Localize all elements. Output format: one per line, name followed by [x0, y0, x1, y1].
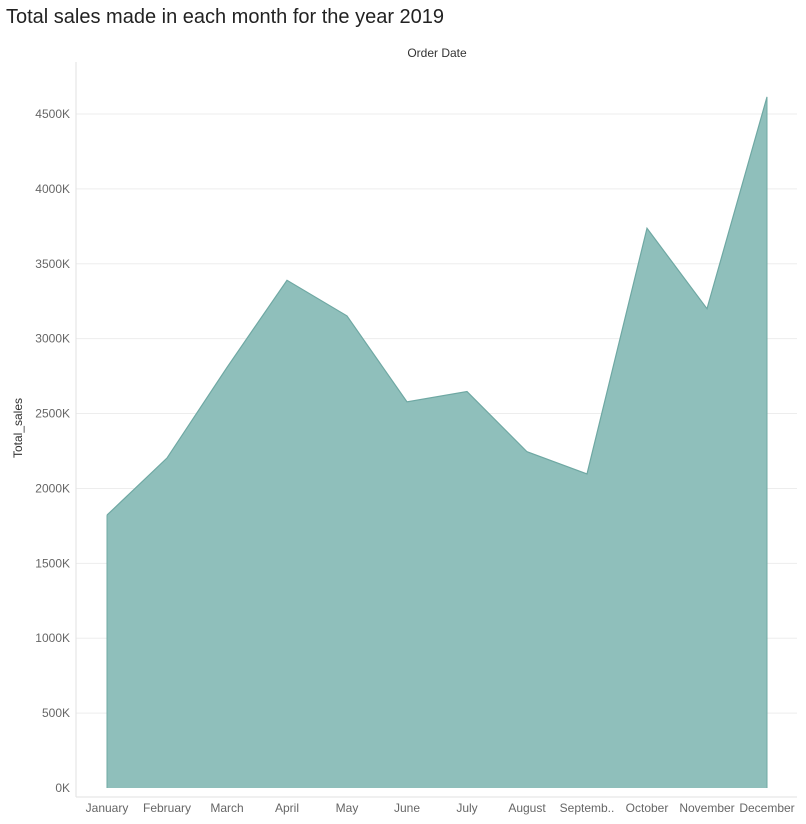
area-series: [106, 96, 768, 788]
y-tick-label: 3000K: [35, 332, 70, 346]
x-tick-label: June: [394, 801, 420, 815]
x-tick-label: February: [143, 801, 191, 815]
y-tick-label: 1500K: [35, 556, 70, 570]
y-tick-label: 0K: [55, 781, 70, 795]
x-tick-label: March: [210, 801, 243, 815]
y-tick-label: 500K: [42, 706, 70, 720]
x-tick-label: August: [508, 801, 546, 815]
x-axis-title: Order Date: [407, 46, 467, 60]
y-tick-label: 2000K: [35, 481, 70, 495]
x-tick-label: April: [275, 801, 299, 815]
y-tick-label: 2500K: [35, 407, 70, 421]
chart-title: Total sales made in each month for the y…: [6, 6, 445, 28]
area-line: [106, 96, 768, 516]
y-tick-label: 4500K: [35, 107, 70, 121]
x-tick-label: October: [626, 801, 669, 815]
x-tick-label: December: [739, 801, 794, 815]
axes: 0K 500K 1000K 1500K 2000K 2500K 3000K 3500K 4000…: [35, 62, 797, 815]
y-tick-label: 1000K: [35, 631, 70, 645]
x-tick-label: Septemb..: [560, 801, 615, 815]
x-tick-label: January: [86, 801, 129, 815]
y-axis-title: Total_sales: [11, 398, 25, 458]
x-tick-label: July: [456, 801, 477, 815]
y-tick-label: 3500K: [35, 257, 70, 271]
y-tick-label: 4000K: [35, 182, 70, 196]
x-tick-label: May: [336, 801, 359, 815]
area-fill: [107, 96, 767, 788]
x-tick-label: November: [679, 801, 734, 815]
